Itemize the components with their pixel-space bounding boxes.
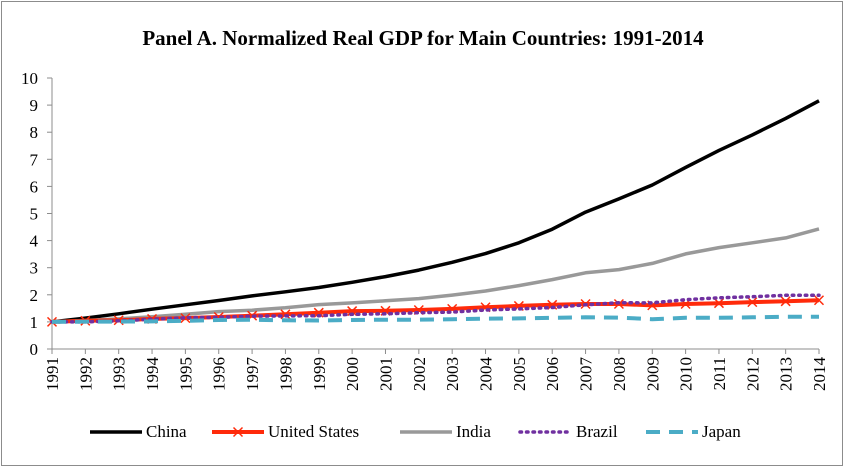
x-tick-label: 1993 (110, 357, 129, 391)
y-tick-label: 10 (21, 69, 38, 88)
us-marker (313, 307, 324, 318)
series-line-india (51, 227, 820, 324)
y-tick-label: 6 (30, 177, 39, 196)
legend-label: Japan (702, 422, 741, 441)
x-tick-label: 2005 (510, 357, 529, 391)
axes (51, 78, 819, 350)
y-tick-label: 5 (30, 205, 39, 224)
series-line-japan (51, 314, 819, 324)
y-axis-ticks: 0 1 2 3 4 5 6 7 8 9 10 (21, 69, 52, 359)
legend-item-india: India (400, 422, 491, 441)
x-tick-label: 2009 (643, 357, 662, 391)
x-tick-label: 1998 (276, 357, 295, 391)
x-tick-label: 2006 (543, 357, 562, 391)
legend-item-japan: Japan (646, 422, 741, 441)
x-tick-label: 1999 (310, 357, 329, 391)
y-tick-label: 7 (30, 150, 39, 169)
y-tick-label: 3 (30, 259, 39, 278)
us-marker (813, 295, 825, 306)
x-tick-label: 2001 (376, 357, 395, 391)
series-line-united-states (51, 298, 820, 324)
x-tick-label: 2000 (343, 357, 362, 391)
legend-label: United States (268, 422, 359, 441)
series-layer (46, 99, 825, 327)
x-tick-label: 1994 (143, 357, 162, 392)
y-tick-label: 2 (30, 286, 39, 305)
x-tick-label: 2010 (677, 357, 696, 391)
x-tick-label: 2011 (710, 357, 729, 390)
us-marker (180, 313, 191, 324)
x-tick-label: 1992 (76, 357, 95, 391)
x-tick-label: 1991 (43, 357, 62, 391)
x-tick-label: 2004 (477, 357, 496, 392)
legend-label: Brazil (576, 422, 618, 441)
y-tick-label: 4 (30, 232, 39, 251)
legend-item-united-states: United States (212, 422, 359, 441)
x-tick-label: 2012 (743, 357, 762, 391)
x-tick-label: 2013 (777, 357, 796, 391)
legend: China United States India Brazil Japan (90, 422, 741, 441)
y-tick-label: 9 (30, 96, 39, 115)
legend-label: India (456, 422, 491, 441)
x-tick-label: 1997 (243, 357, 262, 392)
legend-item-brazil: Brazil (518, 422, 618, 441)
x-tick-label: 1996 (210, 357, 229, 391)
legend-item-china: China (90, 422, 187, 441)
x-tick-label: 2003 (443, 357, 462, 391)
x-tick-label: 2008 (610, 357, 629, 391)
y-tick-label: 0 (30, 340, 39, 359)
x-tick-label: 2007 (577, 357, 596, 392)
us-marker (713, 298, 724, 309)
x-tick-label: 2014 (810, 357, 829, 392)
us-marker (747, 297, 758, 308)
x-tick-label: 1995 (176, 357, 195, 391)
legend-label: China (146, 422, 187, 441)
us-marker (780, 296, 791, 307)
us-marker (347, 306, 358, 317)
chart-title: Panel A. Normalized Real GDP for Main Co… (142, 26, 704, 50)
series-line-china (51, 99, 820, 324)
y-tick-label: 1 (30, 313, 39, 332)
series-line-brazil (50, 293, 821, 324)
x-axis-ticks: 1991 1992 1993 1994 1995 1996 1997 1998 1999 2000… (43, 349, 829, 391)
y-tick-label: 8 (30, 123, 39, 142)
x-tick-label: 2002 (410, 357, 429, 391)
